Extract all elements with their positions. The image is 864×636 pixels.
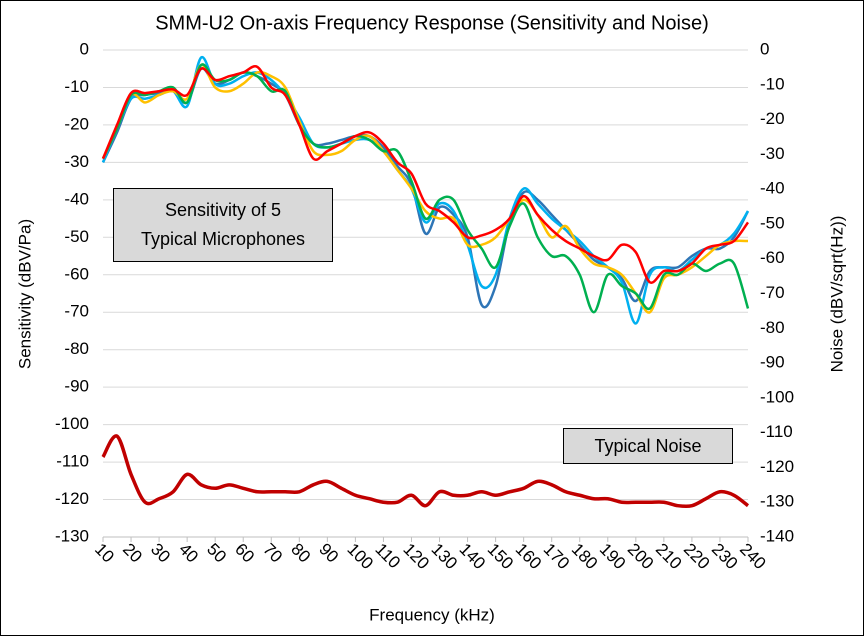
x-axis-label: Frequency (kHz) <box>369 605 495 624</box>
y-tick-label: -50 <box>64 227 89 246</box>
y2-tick-label: -20 <box>760 109 785 128</box>
y-tick-label: -130 <box>55 526 89 545</box>
y2-tick-label: -70 <box>760 283 785 302</box>
data-line <box>101 434 750 509</box>
y2-tick-label: 0 <box>760 39 769 58</box>
y2-tick-label: -30 <box>760 144 785 163</box>
y2-tick-label: -110 <box>760 422 793 441</box>
y-tick-label: -40 <box>64 189 89 208</box>
chart-title: SMM-U2 On-axis Frequency Response (Sensi… <box>155 12 709 34</box>
y2-tick-label: -130 <box>760 492 794 511</box>
y2-tick-label: -10 <box>760 74 785 93</box>
y2-tick-label: -90 <box>760 353 785 372</box>
y-tick-label: -120 <box>55 489 89 508</box>
y-tick-label: 0 <box>80 39 89 58</box>
y-tick-label: -90 <box>64 377 89 396</box>
y2-tick-label: -60 <box>760 248 785 267</box>
y-tick-label: -70 <box>64 302 89 321</box>
y2-tick-label: -40 <box>760 179 785 198</box>
y2-tick-label: -80 <box>760 318 785 337</box>
y-tick-label: -100 <box>55 414 89 433</box>
y-tick-label: -60 <box>64 264 89 283</box>
y2-tick-label: -140 <box>760 526 794 545</box>
y-tick-label: -30 <box>64 152 89 171</box>
annotation: Sensitivity of 5 Typical Microphones <box>113 188 333 262</box>
y2-tick-label: -120 <box>760 457 794 476</box>
y-axis-label: Sensitivity (dBV/Pa) <box>15 219 34 369</box>
y-tick-label: -20 <box>64 114 89 133</box>
y-tick-label: -110 <box>56 452 89 471</box>
y2-tick-label: -100 <box>760 387 794 406</box>
y-tick-label: -80 <box>64 339 89 358</box>
y2-tick-label: -50 <box>760 213 785 232</box>
y-tick-label: -10 <box>64 77 89 96</box>
y2-axis-label: Noise (dBV/sqrt(Hz)) <box>827 216 846 373</box>
annotation: Typical Noise <box>563 428 733 464</box>
data-line <box>101 65 750 284</box>
